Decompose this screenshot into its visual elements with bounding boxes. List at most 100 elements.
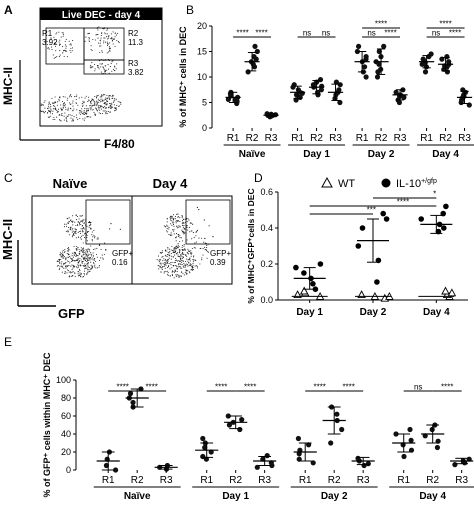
cytometry-dot: [58, 96, 61, 98]
data-point: [362, 64, 368, 70]
cytometry-dot: [183, 225, 185, 227]
cytometry-dot: [92, 38, 94, 41]
cytometry-dot: [84, 251, 86, 253]
cytometry-dot: [77, 255, 79, 257]
cytometry-dot: [176, 268, 178, 270]
cytometry-dot: [183, 274, 185, 276]
cytometry-dot: [70, 51, 72, 53]
cytometry-dot: [94, 68, 96, 70]
cytometry-dot: [44, 107, 46, 109]
panel-c: C Naïve Day 4 GFP+ 0.16 GFP+ 0.39 MHC-II…: [0, 171, 233, 321]
cytometry-dot: [68, 256, 70, 258]
cytometry-dot: [70, 257, 72, 259]
cytometry-dot: [178, 264, 180, 266]
cytometry-dot: [75, 266, 77, 268]
cytometry-dot: [91, 234, 93, 236]
cytometry-dot: [72, 109, 74, 111]
cytometry-dot: [72, 47, 74, 49]
cytometry-dot: [94, 248, 96, 250]
cytometry-dot: [64, 223, 66, 225]
cytometry-dot: [176, 227, 178, 229]
cytometry-dot: [182, 272, 184, 274]
cytometry-dot: [83, 252, 85, 254]
cytometry-dot: [88, 116, 90, 118]
cytometry-dot: [68, 275, 70, 277]
cytometry-dot: [80, 249, 82, 251]
significance-label: ****: [145, 383, 157, 392]
cytometry-dot: [44, 111, 46, 113]
cytometry-dot: [65, 264, 67, 267]
cytometry-dot: [87, 253, 89, 255]
cytometry-dot: [60, 114, 62, 116]
gfp-positive-dot: [212, 236, 214, 238]
legend-il10-name: IL-10: [396, 178, 421, 190]
cytometry-dot: [106, 103, 108, 105]
cytometry-dot: [177, 243, 179, 245]
cytometry-dot: [89, 259, 91, 261]
data-point: [452, 462, 458, 468]
cytometry-dot: [162, 259, 164, 262]
cytometry-dot: [98, 264, 100, 267]
x-tick-label: R1: [102, 475, 115, 486]
y-tick-label: 20: [61, 447, 71, 457]
cytometry-dot: [105, 41, 107, 43]
cytometry-dot: [165, 271, 167, 273]
cytometry-dot: [88, 96, 90, 98]
cytometry-dot: [87, 254, 89, 257]
cytometry-dot: [116, 63, 118, 65]
cytometry-dot: [186, 258, 188, 260]
cytometry-dot: [63, 251, 65, 253]
cytometry-dot: [100, 71, 102, 73]
cytometry-dot: [67, 269, 69, 272]
cytometry-dot: [59, 265, 61, 267]
cytometry-dot: [92, 109, 94, 111]
cytometry-dot: [204, 242, 206, 244]
panel-e-letter: E: [4, 335, 12, 349]
cytometry-dot: [58, 99, 60, 101]
cytometry-dot: [166, 230, 168, 232]
significance-label: ****: [441, 383, 453, 392]
cytometry-dot: [166, 255, 168, 257]
cytometry-dot: [67, 222, 69, 224]
cytometry-dot: [173, 218, 175, 220]
cytometry-dot: [166, 254, 169, 256]
cytometry-dot: [101, 32, 103, 35]
cytometry-dot: [61, 113, 63, 115]
cytometry-dot: [65, 38, 67, 40]
cytometry-dot: [82, 242, 84, 244]
data-point: [401, 453, 407, 460]
cytometry-dot: [102, 107, 104, 109]
data-point: [202, 444, 208, 451]
cytometry-dot: [111, 103, 113, 106]
cytometry-dot: [58, 269, 60, 271]
cytometry-dot: [186, 263, 188, 266]
cytometry-dot: [93, 234, 95, 236]
cytometry-dot: [75, 254, 77, 256]
x-tick-label: R1: [200, 475, 213, 486]
cytometry-dot: [114, 110, 116, 112]
cytometry-dot: [107, 51, 110, 53]
panel-d-letter: D: [254, 171, 263, 185]
x-tick-label: R2: [439, 133, 452, 144]
cytometry-dot: [98, 244, 100, 246]
cytometry-dot: [78, 260, 80, 262]
cytometry-dot: [111, 36, 113, 38]
cytometry-dot: [77, 236, 79, 238]
cytometry-dot: [62, 257, 64, 259]
cytometry-dot: [187, 260, 189, 262]
cytometry-dot: [89, 66, 91, 68]
cytometry-dot: [101, 63, 103, 65]
cytometry-dot: [107, 107, 109, 109]
cytometry-dot: [68, 217, 70, 219]
cytometry-dot: [83, 236, 86, 238]
cytometry-dot: [88, 226, 90, 228]
cytometry-dot: [94, 103, 96, 105]
x-tick-label: R3: [329, 133, 342, 144]
cytometry-dot: [61, 108, 63, 111]
cytometry-dot: [105, 65, 107, 67]
cytometry-dot: [83, 247, 85, 249]
cytometry-dot: [178, 225, 180, 227]
cytometry-dot: [181, 217, 183, 219]
cytometry-dot: [97, 238, 99, 240]
